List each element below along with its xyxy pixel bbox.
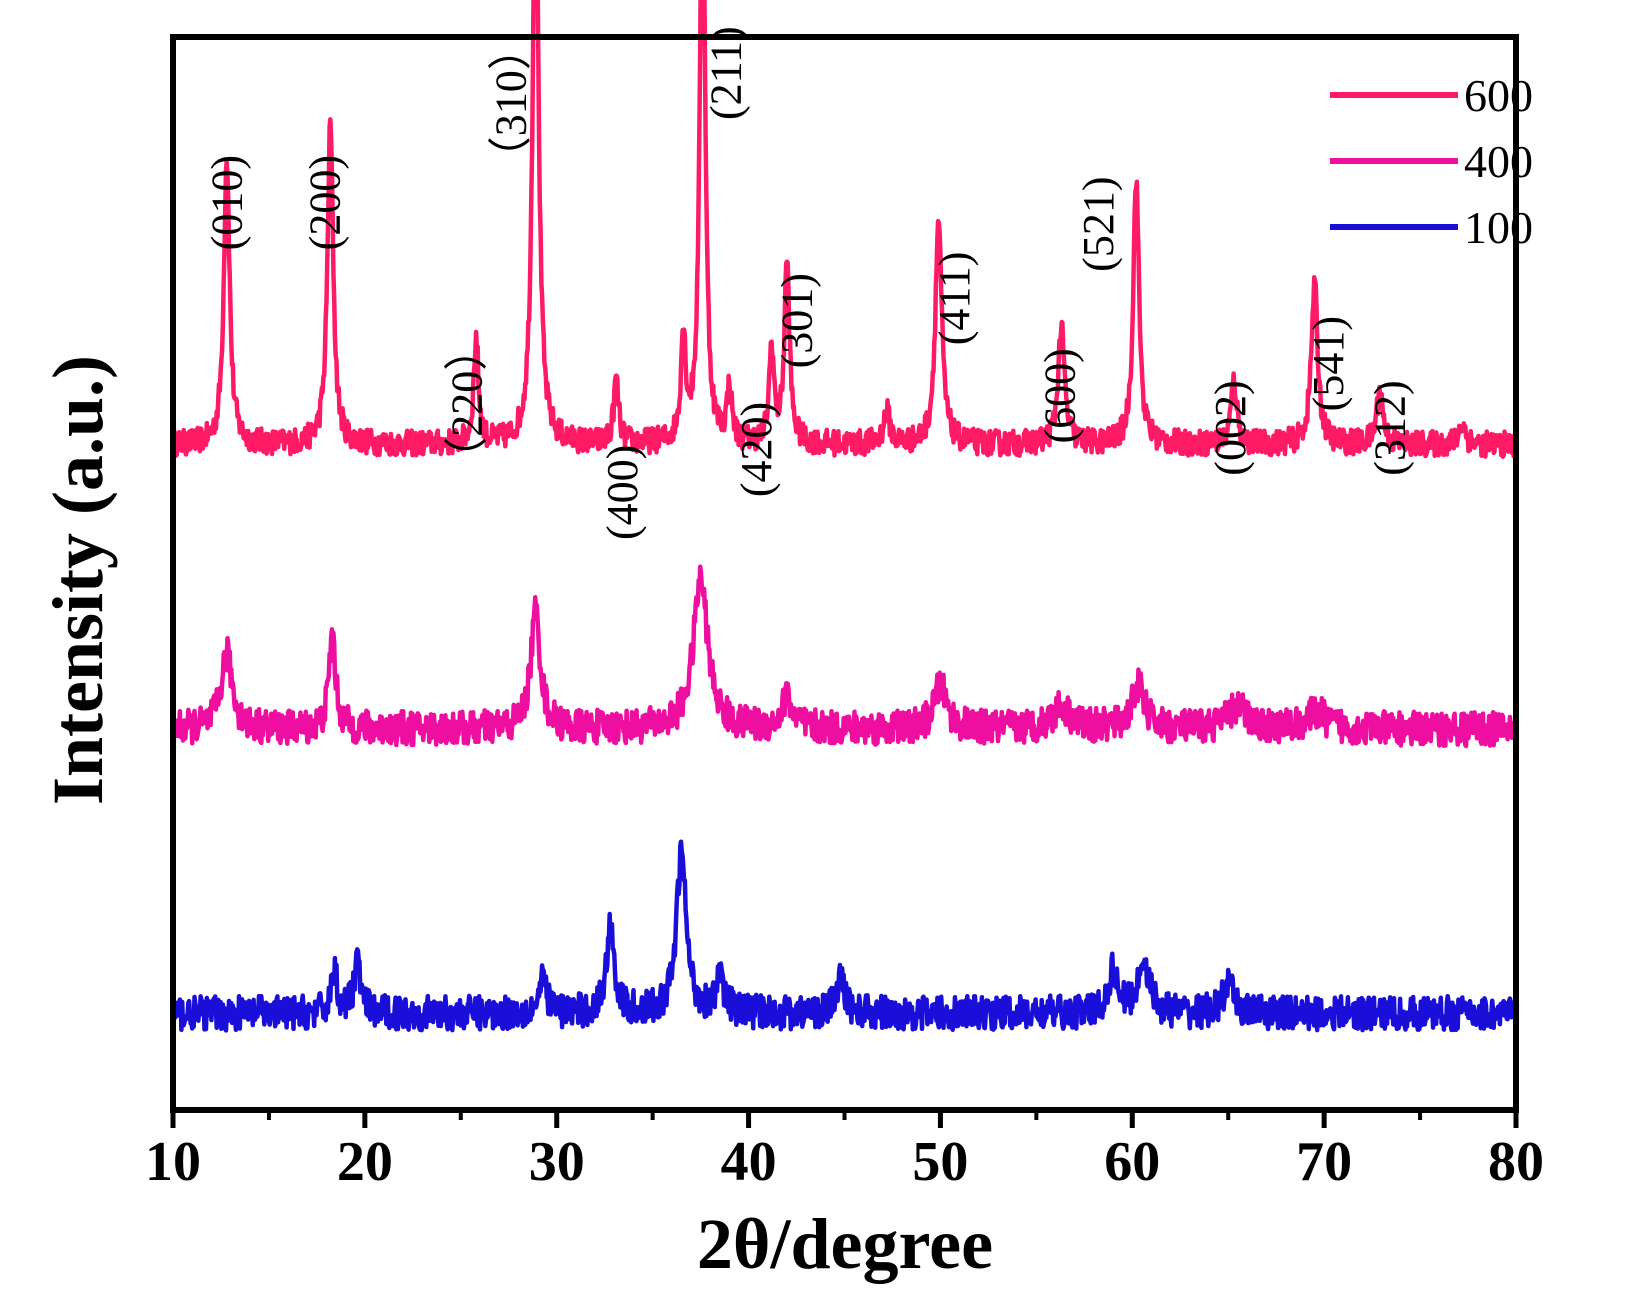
series-curves (170, 0, 1519, 1033)
x-axis-ticks: 10 20 30 40 50 60 70 80 (145, 1110, 1544, 1193)
peak-label: (002) (1206, 380, 1255, 475)
x-tick-label: 10 (145, 1131, 201, 1193)
series-line-600 (170, 0, 1519, 459)
peak-label: (301) (773, 273, 822, 368)
peak-label: (541) (1304, 316, 1353, 411)
x-tick-label: 40 (721, 1131, 777, 1193)
plot-frame (170, 34, 1519, 1113)
legend-label-600: 600 (1464, 70, 1533, 121)
peak-label: (411) (930, 252, 979, 346)
peak-label: (211) (702, 26, 751, 120)
peak-label: (600) (1035, 348, 1084, 443)
x-tick-label: 60 (1104, 1131, 1160, 1193)
legend-label-400: 400 (1464, 136, 1533, 187)
peak-label: (312) (1365, 380, 1414, 475)
peak-label: (200) (301, 155, 350, 250)
legend-label-100: 100 (1464, 202, 1533, 253)
peak-label: （220） (443, 327, 492, 481)
x-axis-title: 2θ/degree (697, 1204, 993, 1284)
peak-label: (010) (203, 155, 252, 250)
peak-annotations: (010) (200) （220） （310） (400) (211) (420) (301)… (203, 26, 1415, 540)
x-tick-label: 30 (529, 1131, 585, 1193)
legend: 600 400 100 (1330, 70, 1533, 253)
x-tick-label: 70 (1296, 1131, 1352, 1193)
series-line-400 (170, 564, 1519, 749)
peak-label: （310） (487, 26, 536, 180)
y-axis-title: Intensity (a.u.) (38, 355, 118, 805)
x-tick-label: 50 (912, 1131, 968, 1193)
series-line-100 (170, 839, 1519, 1033)
peak-label: (400) (598, 445, 647, 540)
x-tick-label: 20 (337, 1131, 393, 1193)
peak-label: (521) (1074, 177, 1123, 272)
peak-label: (420) (732, 402, 781, 497)
x-tick-label: 80 (1488, 1131, 1544, 1193)
